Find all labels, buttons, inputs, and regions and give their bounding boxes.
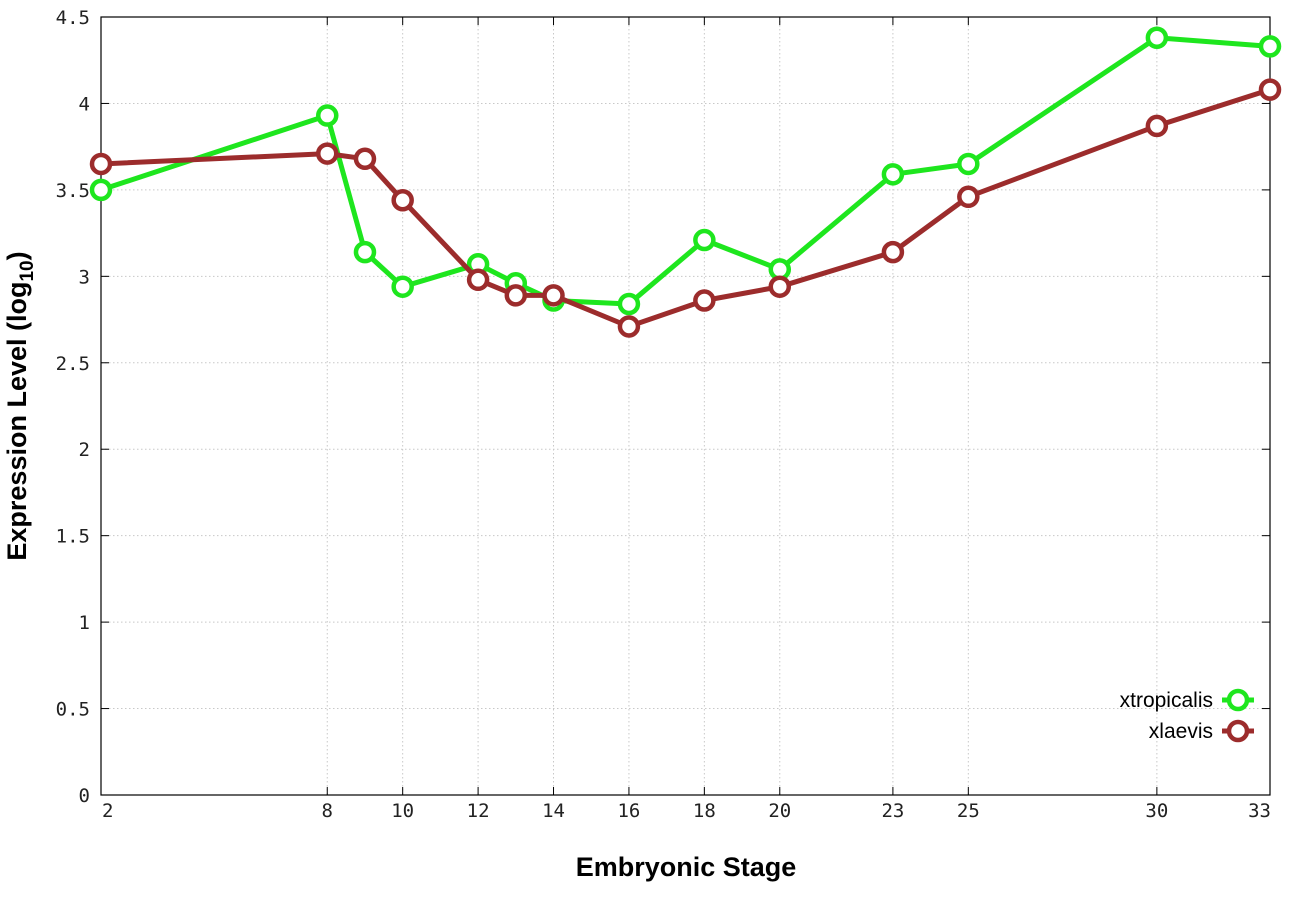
y-tick-label: 4 [79, 93, 90, 115]
data-point-xtropicalis [693, 228, 716, 252]
data-point-xlaevis [1258, 78, 1282, 101]
data-point-xtropicalis [1258, 35, 1282, 58]
y-tick-label: 4.5 [56, 7, 90, 29]
data-point-xlaevis [504, 284, 528, 307]
x-tick-label: 16 [617, 800, 640, 822]
data-point-xlaevis [957, 185, 980, 209]
legend-label-xtropicalis: xtropicalis [1120, 689, 1213, 712]
y-tick-label: 0.5 [56, 699, 90, 721]
legend-marker-xtropicalis [1226, 688, 1250, 712]
data-point-xlaevis [89, 152, 113, 176]
y-tick-label: 1 [79, 612, 90, 634]
data-point-xtropicalis [391, 275, 414, 298]
x-tick-label: 14 [542, 800, 565, 822]
data-point-xlaevis [353, 147, 377, 171]
data-point-xtropicalis [89, 178, 113, 202]
plot-frame [100, 16, 1271, 796]
y-tick-label: 3 [79, 266, 90, 288]
legend-label-xlaevis: xlaevis [1149, 720, 1213, 743]
series-xtropicalis [89, 26, 1282, 316]
data-point-xtropicalis [316, 104, 339, 127]
x-tick-label: 23 [881, 800, 904, 822]
data-point-xtropicalis [1145, 26, 1169, 49]
x-tick-label: 2 [102, 800, 113, 822]
data-point-xlaevis [466, 268, 490, 292]
x-tick-label: 12 [467, 800, 490, 822]
data-point-xlaevis [617, 315, 641, 338]
x-tick-label: 18 [693, 800, 716, 822]
y-axis-title-main: Expression Level (log [2, 282, 32, 561]
series-line-xlaevis [100, 87, 1271, 329]
x-tick-label: 8 [322, 800, 333, 822]
y-tick-label: 2 [79, 439, 90, 461]
y-tick-label: 0 [79, 785, 90, 807]
x-tick-label: 25 [957, 800, 980, 822]
series-line-xtropicalis [100, 35, 1271, 307]
data-point-xtropicalis [881, 163, 905, 186]
series-layer [89, 26, 1282, 338]
data-point-xlaevis [768, 275, 792, 298]
data-point-xlaevis [542, 284, 565, 307]
data-point-xlaevis [693, 289, 716, 312]
legend-marker-xlaevis [1226, 719, 1250, 743]
data-point-xlaevis [391, 189, 414, 212]
y-axis-title-sub: 10 [17, 260, 38, 281]
y-tick-label: 1.5 [56, 526, 90, 548]
grid [101, 17, 1270, 795]
y-tick-label: 2.5 [56, 353, 90, 375]
x-tick-label: 20 [768, 800, 791, 822]
data-point-xtropicalis [353, 240, 377, 264]
legend: xtropicalis xlaevis [1120, 688, 1254, 743]
series-xlaevis [89, 78, 1282, 338]
data-point-xlaevis [316, 142, 339, 165]
data-point-xlaevis [1145, 114, 1169, 138]
x-tick-label: 10 [391, 800, 414, 822]
axis-ticks: 0 0.5 1 1.5 2 2.5 3 3.5 4 4.5 2 8 10 12 14 16 18 20 23 25 30… [56, 7, 1271, 822]
y-tick-label: 3.5 [56, 180, 90, 202]
data-point-xtropicalis [957, 152, 980, 176]
x-tick-label: 30 [1145, 800, 1168, 822]
data-point-xlaevis [881, 240, 905, 264]
y-axis-title-close: ) [2, 251, 32, 260]
y-axis-title: Expression Level (log10) [2, 251, 38, 560]
x-axis-title: Embryonic Stage [576, 852, 797, 882]
data-point-xtropicalis [617, 292, 641, 316]
x-tick-label: 33 [1248, 800, 1271, 822]
